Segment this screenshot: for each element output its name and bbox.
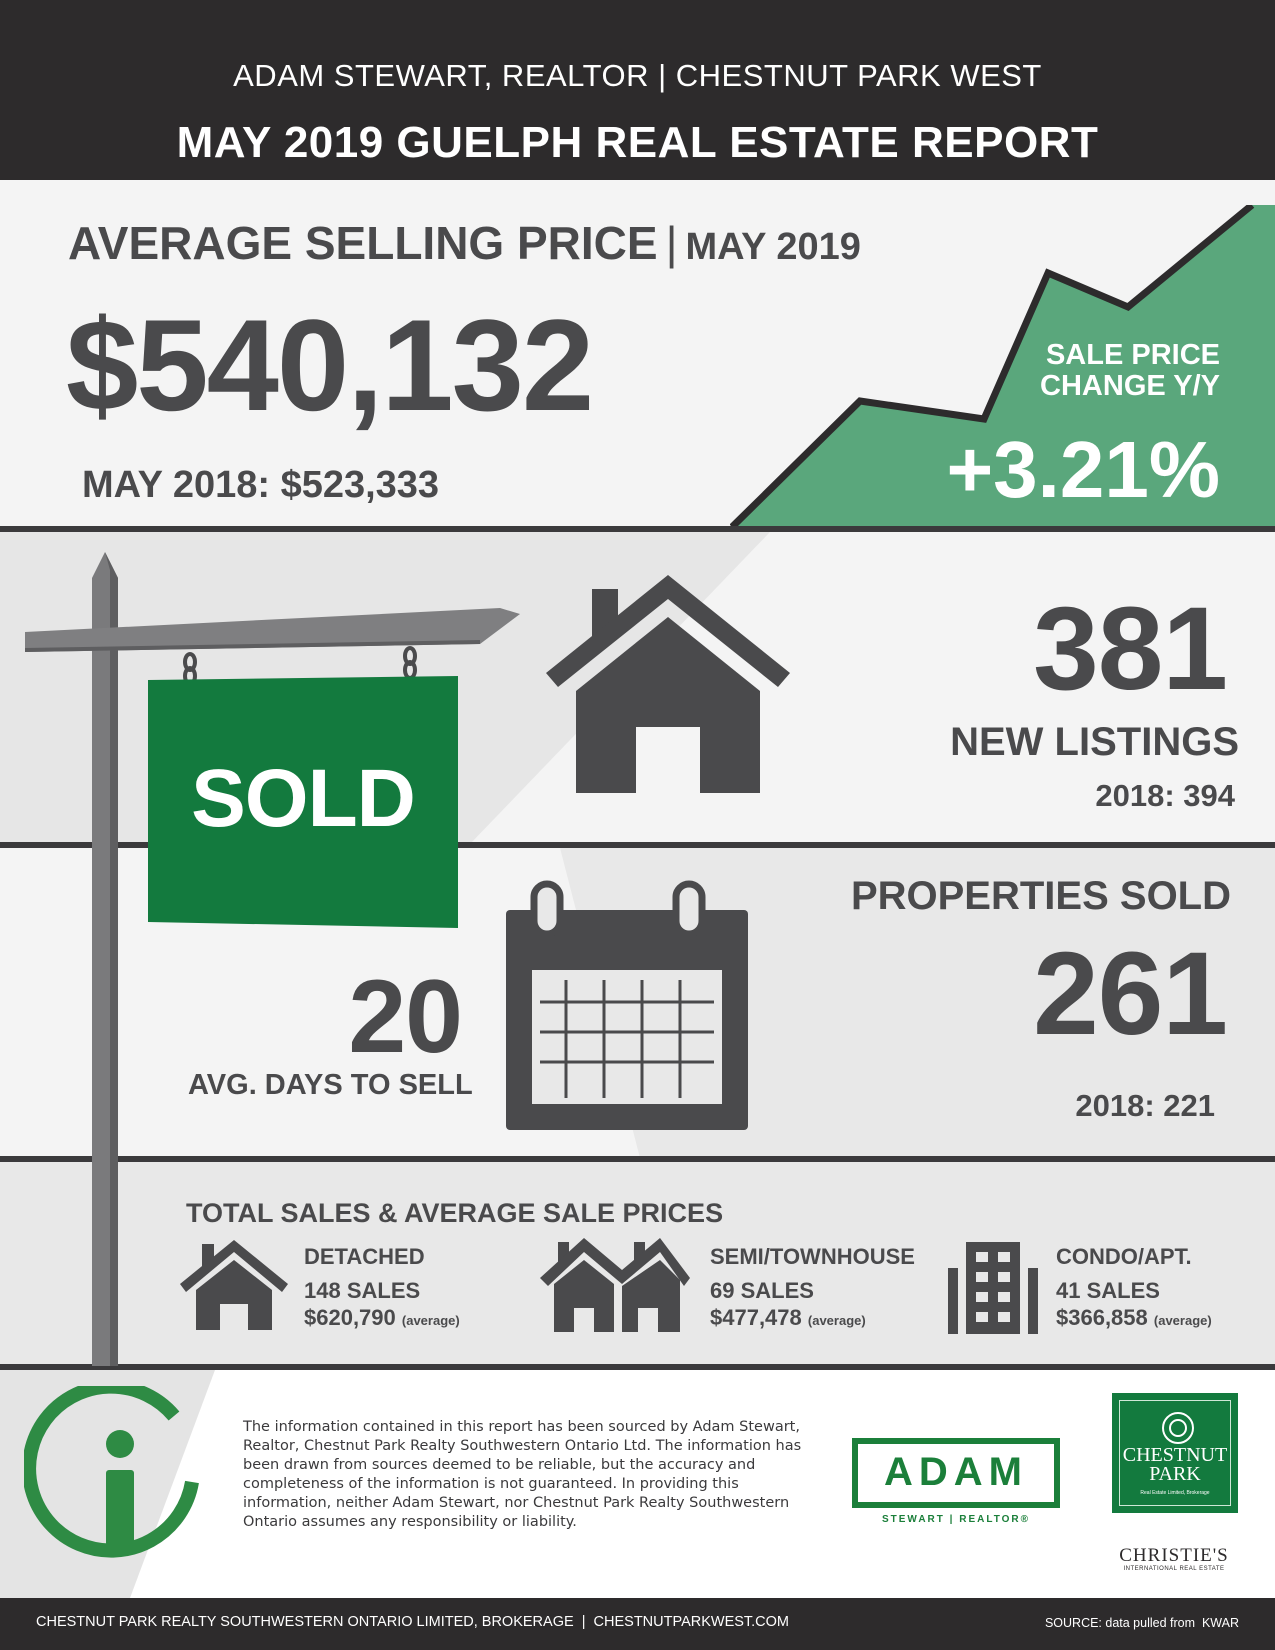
change-label-line-2: CHANGE Y/Y <box>1040 370 1220 402</box>
info-icon <box>24 1386 199 1558</box>
chestnut-park-logo-border <box>1119 1400 1231 1506</box>
adam-logo-subtitle: STEWART | REALTOR® <box>881 1514 1031 1525</box>
properties-sold-value: 261 <box>1033 928 1228 1060</box>
header-bar <box>0 0 1275 180</box>
christies-logo: CHRISTIE'S <box>1119 1545 1229 1566</box>
category-sales: 148 SALES <box>304 1278 421 1303</box>
category-sales: 41 SALES <box>1056 1278 1160 1303</box>
townhouse-icon <box>540 1238 690 1332</box>
avg-days-value: 20 <box>348 959 463 1075</box>
category-sales: 69 SALES <box>710 1278 814 1303</box>
section-divider <box>0 1156 1275 1162</box>
price-month: MAY 2019 <box>685 226 861 268</box>
heading-separator: | <box>665 217 678 269</box>
category-price: $366,858 (average) <box>1056 1305 1212 1331</box>
category-price-value: $477,478 <box>710 1305 802 1330</box>
christies-subtitle: INTERNATIONAL REAL ESTATE <box>1123 1566 1225 1572</box>
category-price-note: (average) <box>401 1313 460 1328</box>
properties-sold-label: PROPERTIES SOLD <box>850 874 1231 918</box>
change-label-line-1: SALE PRICE <box>1045 339 1220 371</box>
crest-icon <box>1162 1412 1194 1444</box>
sold-sign-post-graphic <box>25 552 520 1366</box>
average-price-value: $540,132 <box>66 292 594 438</box>
price-heading: AVERAGE SELLING PRICE | MAY 2019 <box>68 216 861 270</box>
category-price-note: (average) <box>1153 1313 1212 1328</box>
section-divider <box>0 526 1275 532</box>
condo-building-icon <box>948 1242 1038 1334</box>
disclaimer-text: The information contained in this report… <box>243 1419 802 1530</box>
category-name: CONDO/APT. <box>1056 1244 1192 1269</box>
category-price: $620,790 (average) <box>304 1305 460 1331</box>
footer-brokerage: CHESTNUT PARK REALTY SOUTHWESTERN ONTARI… <box>36 1614 790 1630</box>
house-icon <box>546 575 790 793</box>
chestnut-park-tagline: Real Estate Limited, Brokerage <box>1140 1490 1210 1496</box>
adam-stewart-logo: ADAM <box>852 1438 1060 1508</box>
new-listings-label: NEW LISTINGS <box>950 720 1239 764</box>
price-change-value: +3.21% <box>946 425 1220 514</box>
section-divider <box>0 842 1275 848</box>
avg-days-label: AVG. DAYS TO SELL <box>188 1069 473 1101</box>
price-change-label: SALE PRICE CHANGE Y/Y <box>990 340 1220 402</box>
trend-arrow-graphic <box>730 205 1275 530</box>
category-price-note: (average) <box>807 1313 866 1328</box>
category-name: SEMI/TOWNHOUSE <box>710 1244 915 1269</box>
house-icon <box>180 1240 288 1330</box>
adam-logo-text: ADAM <box>884 1450 1028 1494</box>
chestnut-park-name: CHESTNUT PARK <box>1122 1444 1228 1485</box>
chestnut-park-logo: CHESTNUT PARK Real Estate Limited, Broke… <box>1112 1393 1238 1513</box>
sold-sign-text: SOLD <box>191 753 416 844</box>
calendar-icon <box>506 880 748 1130</box>
category-name: DETACHED <box>304 1244 425 1269</box>
category-price-value: $620,790 <box>304 1305 396 1330</box>
footer-bar <box>0 1598 1275 1650</box>
new-listings-previous: 2018: 394 <box>1095 778 1235 813</box>
info-section <box>0 1370 1275 1598</box>
footer-source: SOURCE: data pulled from KWAR <box>1044 1616 1239 1630</box>
agent-line: ADAM STEWART, REALTOR | CHESTNUT PARK WE… <box>233 58 1042 93</box>
category-price-value: $366,858 <box>1056 1305 1148 1330</box>
new-listings-value: 381 <box>1033 583 1228 715</box>
properties-sold-previous: 2018: 221 <box>1075 1088 1215 1123</box>
totals-heading: TOTAL SALES & AVERAGE SALE PRICES <box>186 1198 724 1228</box>
price-heading-text: AVERAGE SELLING PRICE <box>68 217 658 269</box>
category-price: $477,478 (average) <box>710 1305 866 1331</box>
previous-year-price: MAY 2018: $523,333 <box>82 464 440 506</box>
report-title: MAY 2019 GUELPH REAL ESTATE REPORT <box>176 118 1099 167</box>
section-divider <box>0 1364 1275 1370</box>
